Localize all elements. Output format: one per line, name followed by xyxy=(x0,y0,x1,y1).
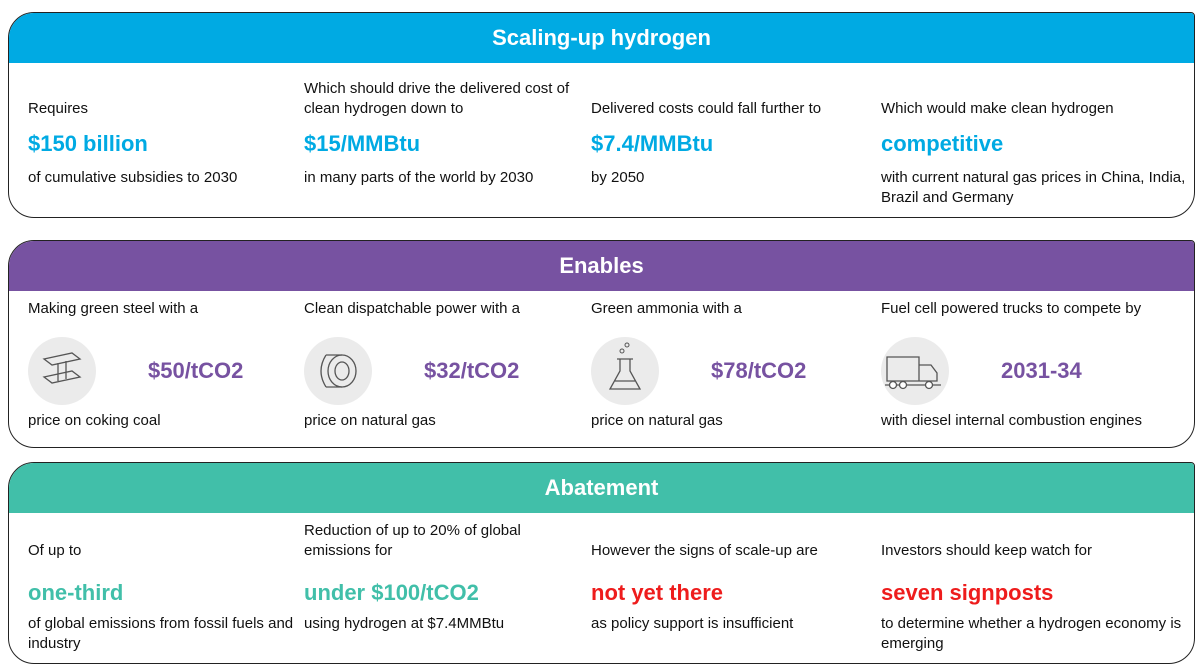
column: Which should drive the delivered cost of… xyxy=(304,13,584,217)
value: $15/MMBtu xyxy=(304,131,421,156)
intro-text: Reduction of up to 20% of global emissio… xyxy=(304,522,521,559)
detail-text: price on coking coal xyxy=(28,412,161,429)
value: not yet there xyxy=(591,580,724,605)
panel: Abatement Of up to one-third of global emis… xyxy=(8,462,1195,664)
column: Green ammonia with a $78/tCO2 price on nat… xyxy=(591,241,871,447)
column: Of up to one-third of global emissions fro… xyxy=(28,463,298,663)
value: seven signposts xyxy=(881,580,1054,605)
value: $150 billion xyxy=(28,131,148,156)
value: $7.4/MMBtu xyxy=(591,131,714,156)
detail-text: in many parts of the world by 2030 xyxy=(304,169,534,186)
column: Fuel cell powered trucks to compete by 20… xyxy=(881,241,1191,447)
column: Delivered costs could fall further to $7.… xyxy=(591,13,871,217)
intro-text: Making green steel with a xyxy=(28,300,199,317)
detail-text: using hydrogen at $7.4MMBtu xyxy=(304,615,505,632)
detail-text: to determine whether a hydrogen economy … xyxy=(881,615,1182,652)
detail-text: price on natural gas xyxy=(304,412,436,429)
panel: Enables Making green steel with a $50/tCO2… xyxy=(8,240,1195,448)
detail-text: of cumulative subsidies to 2030 xyxy=(28,169,238,186)
detail-text: by 2050 xyxy=(591,169,645,186)
intro-text: Which would make clean hydrogen xyxy=(881,100,1114,117)
value: $32/tCO2 xyxy=(424,358,520,383)
intro-text: Clean dispatchable power with a xyxy=(304,300,520,317)
intro-text: Green ammonia with a xyxy=(591,300,742,317)
intro-text: Delivered costs could fall further to xyxy=(591,100,822,117)
intro-text: However the signs of scale-up are xyxy=(591,542,818,559)
icon xyxy=(591,337,659,405)
value: under $100/tCO2 xyxy=(304,580,479,605)
intro-text: Which should drive the delivered cost of… xyxy=(304,80,570,117)
intro-text: Requires xyxy=(28,100,89,117)
panel-header: Abatement xyxy=(9,463,1194,513)
value: $50/tCO2 xyxy=(148,358,244,383)
column: Clean dispatchable power with a $32/tCO2 p… xyxy=(304,241,584,447)
value: one-third xyxy=(28,580,124,605)
icon xyxy=(28,337,96,405)
column: Reduction of up to 20% of global emissio… xyxy=(304,463,584,663)
detail-text: with diesel internal combustion engines xyxy=(881,412,1142,429)
column: Requires $150 billion of cumulative subsid… xyxy=(28,13,298,217)
panel: Scaling-up hydrogen Requires $150 billion o… xyxy=(8,12,1195,218)
detail-text: price on natural gas xyxy=(591,412,723,429)
detail-text: of global emissions from fossil fuels an… xyxy=(28,615,294,652)
detail-text: as policy support is insufficient xyxy=(591,615,794,632)
column: However the signs of scale-up are not yet… xyxy=(591,463,871,663)
value: competitive xyxy=(881,131,1004,156)
column: Making green steel with a $50/tCO2 price o… xyxy=(28,241,298,447)
column: Investors should keep watch for seven sig… xyxy=(881,463,1191,663)
panel-header: Enables xyxy=(9,241,1194,291)
detail-text: with current natural gas prices in China… xyxy=(881,169,1186,206)
icon xyxy=(881,337,949,405)
intro-text: Investors should keep watch for xyxy=(881,542,1092,559)
value: 2031-34 xyxy=(1001,358,1082,383)
icon xyxy=(304,337,372,405)
column: Which would make clean hydrogen competiti… xyxy=(881,13,1191,217)
intro-text: Fuel cell powered trucks to compete by xyxy=(881,300,1142,317)
intro-text: Of up to xyxy=(28,542,82,559)
panel-header: Scaling-up hydrogen xyxy=(9,13,1194,63)
value: $78/tCO2 xyxy=(711,358,807,383)
